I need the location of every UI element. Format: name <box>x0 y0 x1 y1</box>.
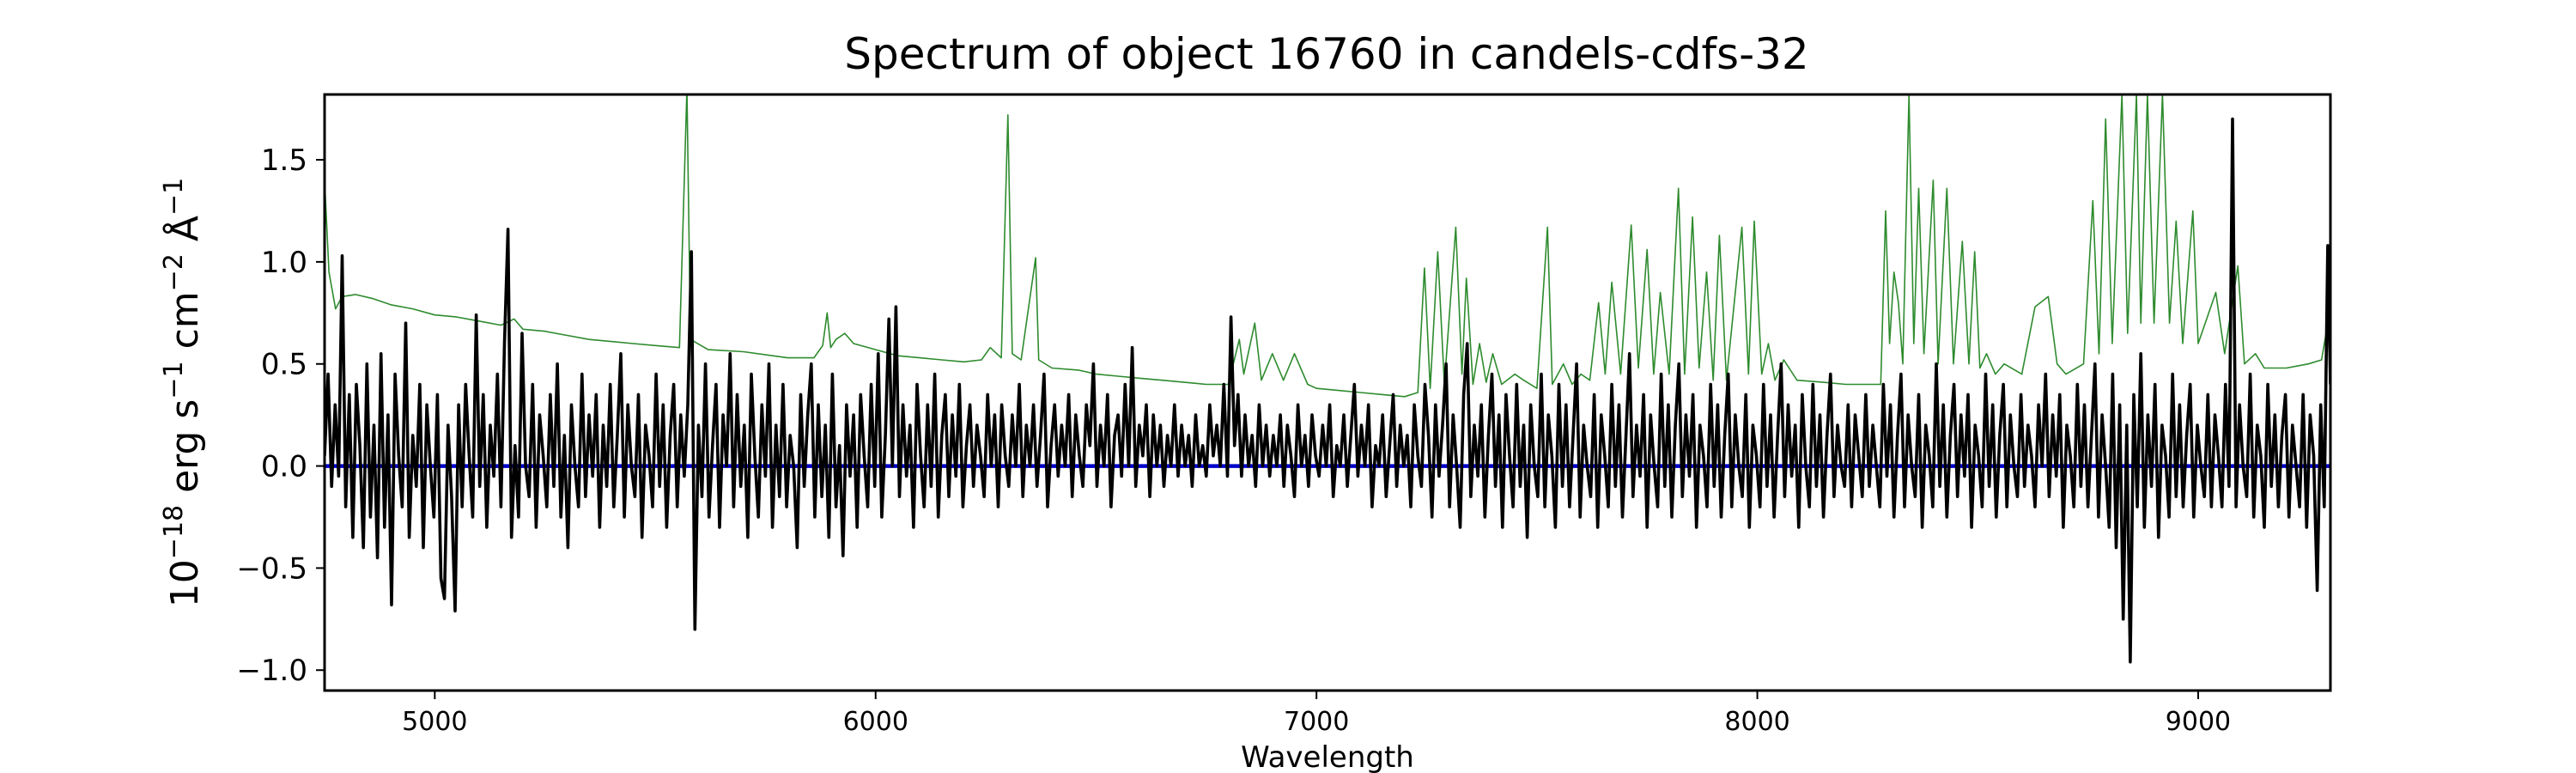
series-line-error <box>325 94 2330 398</box>
y-axis-label-exp-2: −1 <box>159 361 189 399</box>
y-tick-label: 0.0 <box>261 450 307 484</box>
x-tick-label: 6000 <box>843 707 908 737</box>
x-tick-label: 7000 <box>1284 707 1349 737</box>
series-line-flux <box>325 117 2330 664</box>
y-axis: 1.5 1.0 0.5 0.0 −0.5 −1.0 <box>236 143 325 688</box>
y-axis-label-exp-4: −1 <box>159 178 189 216</box>
series-layer <box>325 94 2330 664</box>
y-axis-label-exp-1: −18 <box>159 505 189 559</box>
x-tick-label: 9000 <box>2166 707 2231 737</box>
y-axis-label-erg: erg s <box>163 399 207 505</box>
y-tick-label: 1.5 <box>261 143 307 178</box>
y-tick-label: 0.5 <box>261 348 307 382</box>
x-axis: 5000 6000 7000 8000 9000 <box>402 691 2231 737</box>
y-axis-label-exp-3: −2 <box>159 253 189 291</box>
y-axis-label-base: 10 <box>163 559 207 607</box>
plot-frame <box>323 93 2332 692</box>
y-tick-label: 1.0 <box>261 246 307 280</box>
x-tick-label: 5000 <box>402 707 467 737</box>
y-axis-label-cm: cm <box>163 291 207 361</box>
y-tick-label: −0.5 <box>236 551 307 586</box>
chart-title: Spectrum of object 16760 in candels-cdfs… <box>844 29 1809 79</box>
y-axis-label: 10−18 erg s−1 cm−2 Å−1 <box>159 178 207 607</box>
y-axis-label-angstrom: Å <box>161 216 207 253</box>
y-tick-label: −1.0 <box>236 654 307 688</box>
x-axis-label: Wavelength <box>1241 740 1414 773</box>
x-tick-label: 8000 <box>1724 707 1789 737</box>
